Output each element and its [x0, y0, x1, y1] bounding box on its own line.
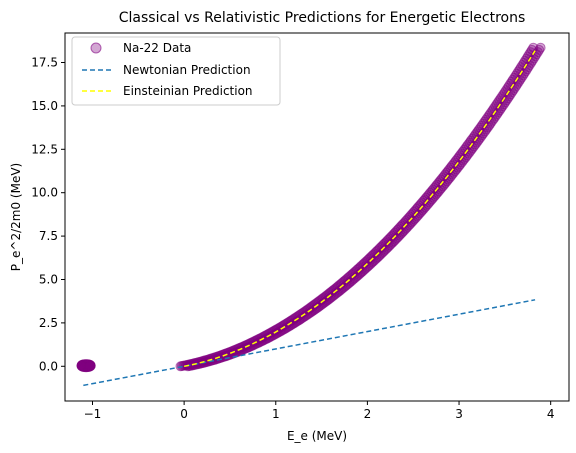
x-tick-label: 3 [455, 407, 463, 421]
y-tick-label: 17.5 [31, 56, 58, 70]
x-axis: −1 0 1 2 3 4 [84, 401, 555, 421]
y-tick-label: 15.0 [31, 99, 58, 113]
legend-label-na22: Na-22 Data [123, 41, 191, 55]
data-point [85, 360, 96, 371]
x-tick-label: 1 [272, 407, 280, 421]
x-tick-label: 2 [364, 407, 372, 421]
y-axis-label: P_e^2/2m0 (MeV) [9, 163, 23, 271]
y-tick-label: 2.5 [39, 316, 58, 330]
legend-box [71, 36, 281, 106]
y-tick-label: 12.5 [31, 142, 58, 156]
newtonian-prediction-line [83, 299, 536, 387]
x-tick-label: −1 [84, 407, 102, 421]
data-point [535, 42, 546, 53]
y-tick-label: 7.5 [39, 229, 58, 243]
legend-marker-na22 [90, 42, 102, 54]
einsteinian-prediction-line [183, 50, 536, 368]
legend-label-einsteinian: Einsteinian Prediction [123, 84, 253, 98]
x-tick-label: 0 [180, 407, 188, 421]
y-tick-label: 0.0 [39, 359, 58, 373]
x-axis-label: E_e (MeV) [287, 429, 347, 443]
y-axis: 0.0 2.5 5.0 7.5 10.0 12.5 15.0 17.5 [31, 56, 65, 373]
y-tick-label: 10.0 [31, 186, 58, 200]
plot-area [76, 42, 546, 387]
legend-label-newtonian: Newtonian Prediction [123, 63, 251, 77]
plot-frame [64, 32, 570, 402]
chart-title: Classical vs Relativistic Predictions fo… [119, 10, 526, 26]
x-tick-label: 4 [547, 407, 555, 421]
y-tick-label: 5.0 [39, 272, 58, 286]
legend: Na-22 Data Newtonian Prediction Einstein… [71, 36, 281, 106]
